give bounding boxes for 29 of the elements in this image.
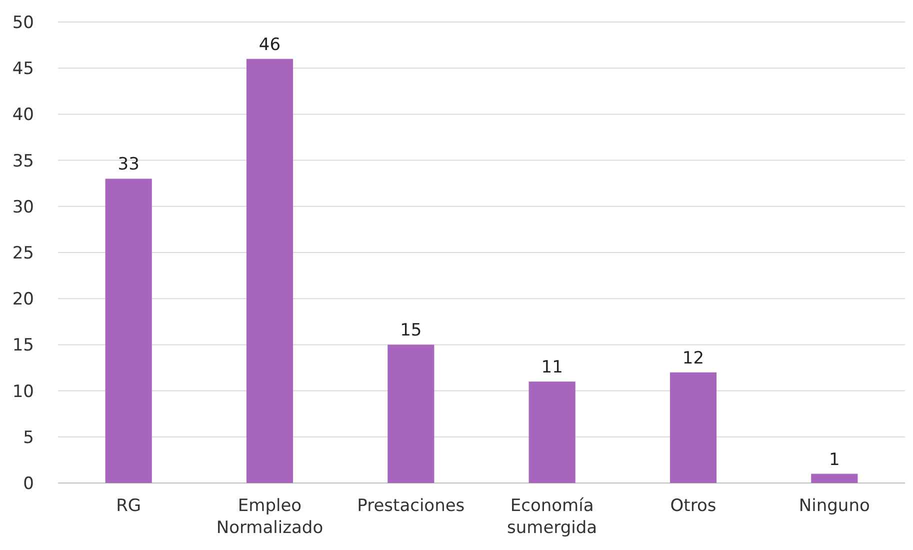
data-label: 11 — [541, 358, 563, 378]
x-tick-label: Ninguno — [798, 496, 870, 516]
y-tick-label: 10 — [12, 382, 34, 402]
y-tick-label: 50 — [12, 12, 34, 33]
data-label: 46 — [258, 34, 281, 55]
data-label: 15 — [400, 320, 422, 341]
y-tick-label: 25 — [12, 243, 34, 264]
bar — [105, 178, 152, 483]
bar — [811, 474, 858, 483]
data-label: 12 — [682, 348, 704, 368]
y-tick-label: 15 — [12, 336, 34, 356]
y-tick-label: 0 — [23, 474, 34, 494]
x-tick-label: Empleo Normalizado — [216, 496, 324, 538]
x-tick-label: Prestaciones — [357, 496, 465, 516]
y-tick-label: 20 — [12, 290, 34, 310]
bar — [388, 344, 434, 483]
y-tick-label: 40 — [12, 105, 34, 126]
x-tick-label: Otros — [670, 496, 716, 516]
y-tick-label: 30 — [12, 197, 34, 218]
bar — [528, 382, 576, 483]
x-tick-label: Economía sumergida — [507, 496, 598, 538]
data-label: 1 — [829, 450, 840, 470]
y-tick-label: 45 — [12, 59, 34, 80]
bar — [670, 372, 717, 483]
bar — [246, 58, 294, 483]
x-tick-label: RG — [116, 496, 142, 516]
y-tick-label: 35 — [12, 151, 34, 172]
y-tick-label: 5 — [23, 428, 34, 448]
data-label: 33 — [118, 154, 140, 175]
